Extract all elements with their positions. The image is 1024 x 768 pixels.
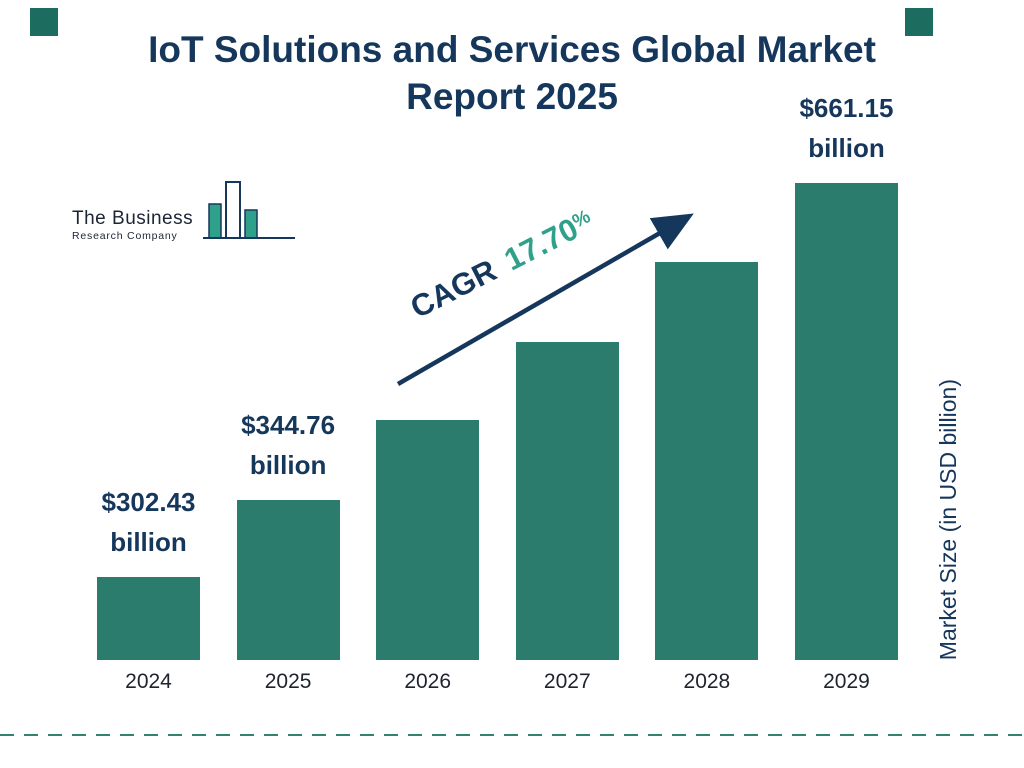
y-axis-label: Market Size (in USD billion) <box>935 378 961 660</box>
bar-2028 <box>655 262 759 660</box>
x-axis-label-2025: 2025 <box>264 670 312 693</box>
x-axis-label-2027: 2027 <box>543 670 591 693</box>
bar-column-2025: $344.76 billion 2025 <box>236 405 340 693</box>
bar-column-2024: $302.43 billion 2024 <box>97 482 200 693</box>
corner-square-left <box>30 8 58 36</box>
bar-2024 <box>97 577 200 660</box>
x-axis-label-2029: 2029 <box>823 670 870 693</box>
x-axis-label-2024: 2024 <box>125 670 172 693</box>
x-axis-label-2026: 2026 <box>404 670 452 693</box>
bar-column-2028: 2028 <box>655 262 759 693</box>
company-logo-text: The Business Research Company <box>72 208 193 244</box>
value-label-2024: $302.43 billion <box>101 487 196 557</box>
bar-2025 <box>236 500 340 660</box>
page-title: IoT Solutions and Services Global Market… <box>0 26 1024 120</box>
bar-2026 <box>376 420 480 660</box>
bar-column-2026: 2026 <box>376 420 480 693</box>
logo-text-primary: The Business <box>72 208 194 229</box>
bar-chart-logo-icon <box>203 181 296 239</box>
value-label-2029: $661.15 billion <box>799 93 894 163</box>
corner-square-right <box>905 8 933 36</box>
x-axis-label-2028: 2028 <box>683 670 731 693</box>
bar-column-2029: $661.15 billion 2029 <box>794 88 898 693</box>
page-title-line-1: IoT Solutions and Services Global Market <box>148 29 876 70</box>
cagr-trend-arrow <box>396 213 694 386</box>
bar-2029 <box>794 183 898 660</box>
bottom-dashed-divider <box>0 734 1024 736</box>
logo-text-secondary: Research Company <box>72 230 178 242</box>
bar-chart: $302.43 billion 2024 $344.76 billion 2025 2026… <box>97 88 898 693</box>
page-title-line-2: Report 2025 <box>406 76 618 117</box>
bar-2027 <box>515 342 619 660</box>
value-label-2025: $344.76 billion <box>241 410 336 480</box>
company-logo: The Business Research Company <box>72 176 299 244</box>
bar-column-2027: 2027 <box>515 342 619 693</box>
